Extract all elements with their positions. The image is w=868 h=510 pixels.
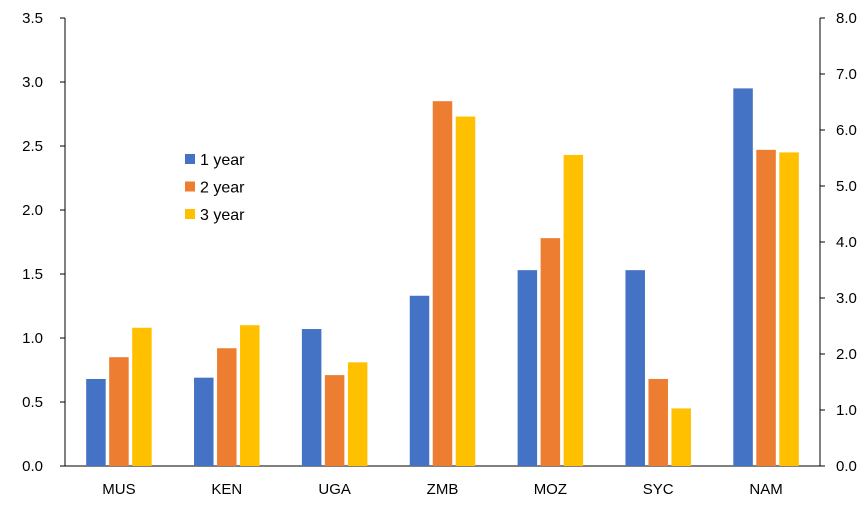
left-tick-label: 1.5	[22, 266, 43, 283]
bar-2-year-ZMB	[432, 101, 453, 466]
bar-3-year-ZMB	[455, 116, 476, 466]
right-tick-label: 6.0	[836, 122, 857, 139]
category-label: MOZ	[534, 481, 567, 498]
category-label: SYC	[643, 481, 674, 498]
category-label: NAM	[749, 481, 782, 498]
category-label: KEN	[211, 481, 242, 498]
right-tick-label: 4.0	[836, 234, 857, 251]
legend-label: 3 year	[200, 207, 245, 224]
bar-3-year-NAM	[779, 152, 799, 466]
right-tick-label: 0.0	[836, 458, 857, 475]
left-tick-label: 2.5	[22, 138, 43, 155]
right-tick-label: 5.0	[836, 178, 857, 195]
left-tick-label: 3.0	[22, 74, 43, 91]
x-axis: MUS KEN UGA ZMB MOZ SYC NAM	[65, 465, 820, 498]
bar-3-year-SYC	[671, 408, 691, 466]
legend-swatch	[185, 181, 195, 192]
right-tick-label: 7.0	[836, 66, 857, 83]
legend: 1 year 2 year 3 year	[185, 152, 245, 224]
bar-3-year-KEN	[240, 325, 260, 466]
category-label: MUS	[102, 481, 135, 498]
left-tick-label: 0.0	[22, 458, 43, 475]
right-y-axis: 0.0 1.0 2.0 3.0 4.0 5.0 6.0 7.0 8.0	[819, 10, 857, 475]
category-label: UGA	[318, 481, 351, 498]
bar-1-year-NAM	[733, 88, 753, 467]
legend-label: 1 year	[200, 152, 245, 169]
right-tick-label: 1.0	[836, 402, 857, 419]
legend-swatch	[185, 154, 195, 164]
bar-1-year-UGA	[301, 329, 322, 466]
left-tick-label: 1.0	[22, 330, 43, 347]
bar-2-year-UGA	[324, 375, 345, 466]
bar-3-year-MUS	[132, 327, 152, 466]
bar-1-year-MUS	[86, 378, 106, 466]
bars-group	[86, 88, 799, 467]
left-tick-label: 0.5	[22, 394, 43, 411]
bar-2-year-SYC	[648, 378, 668, 466]
bar-3-year-MOZ	[563, 154, 584, 466]
bar-2-year-KEN	[217, 348, 237, 466]
right-tick-label: 3.0	[836, 290, 857, 307]
bar-1-year-ZMB	[409, 295, 430, 466]
bar-3-year-UGA	[347, 362, 368, 466]
bar-1-year-KEN	[194, 377, 214, 466]
left-tick-label: 3.5	[22, 10, 43, 27]
category-label: ZMB	[427, 481, 459, 498]
left-tick-label: 2.0	[22, 202, 43, 219]
right-tick-label: 2.0	[836, 346, 857, 363]
bar-2-year-MOZ	[540, 238, 561, 466]
bar-2-year-NAM	[756, 149, 776, 466]
right-tick-label: 8.0	[836, 10, 857, 27]
legend-label: 2 year	[200, 180, 245, 197]
bar-1-year-MOZ	[517, 270, 538, 466]
bar-1-year-SYC	[625, 270, 645, 466]
legend-swatch	[185, 209, 195, 219]
bar-2-year-MUS	[109, 357, 129, 466]
left-y-axis: 0.0 0.5 1.0 1.5 2.0 2.5 3.0 3.5	[22, 10, 66, 475]
